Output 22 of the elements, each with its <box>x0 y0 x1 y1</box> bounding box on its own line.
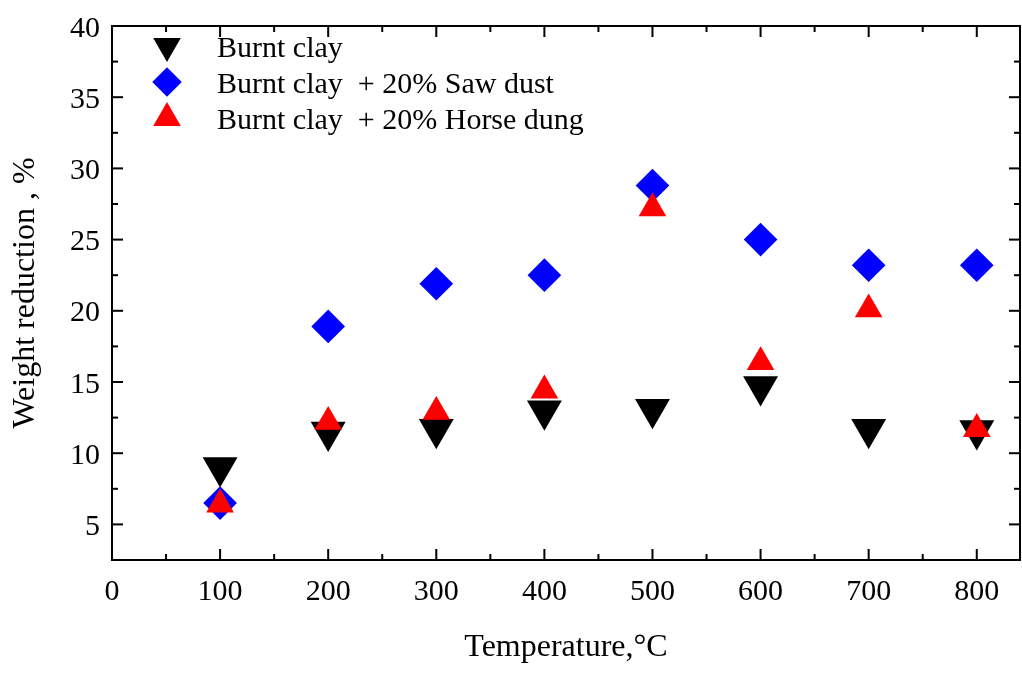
legend-label: Burnt clay + 20% Saw dust <box>217 65 555 99</box>
y-tick-label: 30 <box>70 151 100 185</box>
x-axis-title: Temperature,°C <box>464 627 668 663</box>
y-tick-label: 35 <box>70 80 100 114</box>
y-axis-title: Weight reduction , % <box>5 157 41 429</box>
x-tick-label: 800 <box>954 573 1000 606</box>
x-tick-label: 700 <box>846 573 892 606</box>
x-tick-label: 200 <box>305 573 351 606</box>
x-tick-label: 100 <box>197 573 243 606</box>
y-tick-label: 10 <box>70 436 100 470</box>
x-tick-label: 400 <box>521 573 567 606</box>
x-tick-label: 600 <box>738 573 784 606</box>
x-tick-label: 500 <box>629 573 675 606</box>
legend-label: Burnt clay + 20% Horse dung <box>217 101 584 135</box>
y-tick-label: 20 <box>70 294 100 328</box>
x-tick-label: 300 <box>413 573 459 606</box>
x-tick-label: 0 <box>104 573 120 606</box>
legend-label: Burnt clay <box>217 29 343 63</box>
y-tick-label: 25 <box>70 223 100 257</box>
y-tick-label: 40 <box>70 9 100 43</box>
y-tick-label: 15 <box>70 365 100 399</box>
y-tick-label: 5 <box>85 507 100 541</box>
